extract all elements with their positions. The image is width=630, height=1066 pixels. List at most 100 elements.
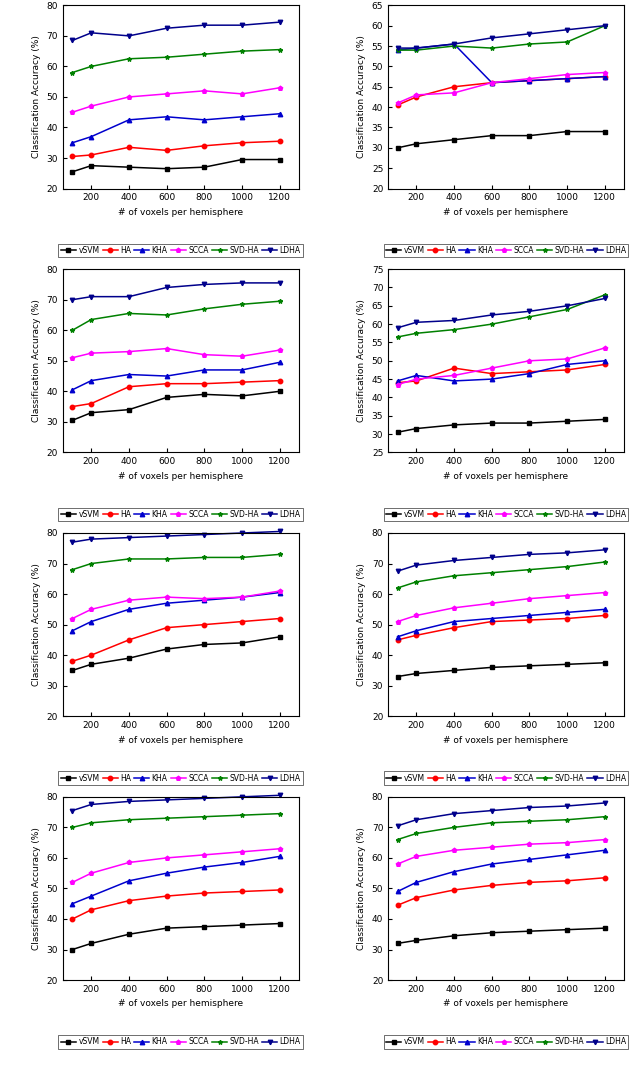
- Line: SVD-HA: SVD-HA: [395, 23, 607, 52]
- SVD-HA: [125, 552, 133, 565]
- KHA: [563, 72, 571, 85]
- Line: SCCA: SCCA: [395, 70, 607, 106]
- SCCA: [125, 856, 133, 869]
- vSVM: [413, 138, 420, 150]
- vSVM: [394, 671, 401, 683]
- SVD-HA: [276, 548, 284, 561]
- KHA: [488, 373, 496, 386]
- SVD-HA: [413, 44, 420, 56]
- KHA: [238, 364, 246, 376]
- SCCA: [69, 106, 76, 118]
- SCCA: [200, 349, 208, 361]
- vSVM: [450, 133, 458, 146]
- HA: [163, 144, 171, 157]
- Line: vSVM: vSVM: [395, 129, 607, 150]
- KHA: [276, 586, 284, 599]
- vSVM: [394, 425, 401, 438]
- SVD-HA: [413, 327, 420, 340]
- LDHA: [238, 19, 246, 32]
- KHA: [394, 630, 401, 643]
- HA: [488, 879, 496, 892]
- Text: (a) Forrest Gump
(TRs = 100): (a) Forrest Gump (TRs = 100): [120, 284, 242, 314]
- KHA: [163, 867, 171, 879]
- HA: [525, 876, 533, 889]
- Legend: vSVM, HA, KHA, SCCA, SVD-HA, LDHA: vSVM, HA, KHA, SCCA, SVD-HA, LDHA: [59, 1035, 303, 1049]
- KHA: [200, 113, 208, 126]
- SVD-HA: [163, 51, 171, 64]
- SVD-HA: [488, 817, 496, 829]
- vSVM: [276, 154, 284, 166]
- KHA: [525, 367, 533, 379]
- KHA: [450, 374, 458, 387]
- SCCA: [238, 350, 246, 362]
- SCCA: [525, 593, 533, 605]
- KHA: [525, 75, 533, 87]
- vSVM: [238, 636, 246, 649]
- LDHA: [69, 293, 76, 306]
- LDHA: [88, 798, 95, 811]
- SVD-HA: [69, 66, 76, 79]
- HA: [88, 649, 95, 662]
- Line: KHA: KHA: [395, 849, 607, 893]
- LDHA: [413, 813, 420, 826]
- SCCA: [88, 100, 95, 113]
- Line: SVD-HA: SVD-HA: [395, 560, 607, 591]
- KHA: [276, 108, 284, 120]
- HA: [413, 891, 420, 904]
- HA: [125, 633, 133, 646]
- HA: [394, 99, 401, 112]
- vSVM: [69, 664, 76, 677]
- vSVM: [200, 388, 208, 401]
- LDHA: [163, 530, 171, 543]
- SCCA: [601, 586, 609, 599]
- SCCA: [563, 353, 571, 366]
- KHA: [238, 856, 246, 869]
- LDHA: [276, 276, 284, 289]
- HA: [125, 141, 133, 154]
- HA: [394, 899, 401, 911]
- HA: [601, 609, 609, 621]
- Line: KHA: KHA: [70, 591, 282, 633]
- LDHA: [563, 300, 571, 312]
- SVD-HA: [69, 324, 76, 337]
- Y-axis label: Classification Accuracy (%): Classification Accuracy (%): [357, 300, 366, 422]
- Text: (c) Forrest Gump
(TRs = 200): (c) Forrest Gump (TRs = 200): [120, 548, 241, 578]
- Y-axis label: Classification Accuracy (%): Classification Accuracy (%): [32, 827, 41, 950]
- LDHA: [563, 547, 571, 560]
- SCCA: [394, 858, 401, 871]
- SCCA: [601, 66, 609, 79]
- X-axis label: # of voxels per hemisphere: # of voxels per hemisphere: [444, 736, 568, 745]
- LDHA: [200, 19, 208, 32]
- SCCA: [88, 603, 95, 616]
- vSVM: [488, 661, 496, 674]
- HA: [394, 376, 401, 389]
- SVD-HA: [525, 310, 533, 323]
- HA: [563, 364, 571, 376]
- SCCA: [238, 845, 246, 858]
- HA: [238, 615, 246, 628]
- HA: [238, 375, 246, 388]
- LDHA: [276, 526, 284, 538]
- SCCA: [488, 841, 496, 854]
- KHA: [450, 866, 458, 878]
- HA: [601, 358, 609, 371]
- Line: HA: HA: [70, 616, 282, 663]
- KHA: [69, 136, 76, 149]
- LDHA: [450, 554, 458, 567]
- LDHA: [394, 565, 401, 578]
- LDHA: [413, 316, 420, 328]
- SVD-HA: [238, 297, 246, 310]
- KHA: [276, 356, 284, 369]
- SVD-HA: [450, 39, 458, 52]
- KHA: [413, 876, 420, 889]
- KHA: [200, 364, 208, 376]
- KHA: [525, 609, 533, 621]
- SVD-HA: [488, 318, 496, 330]
- vSVM: [238, 389, 246, 402]
- Line: LDHA: LDHA: [395, 296, 607, 330]
- KHA: [163, 370, 171, 383]
- SVD-HA: [276, 44, 284, 56]
- KHA: [563, 358, 571, 371]
- vSVM: [601, 922, 609, 935]
- LDHA: [88, 27, 95, 39]
